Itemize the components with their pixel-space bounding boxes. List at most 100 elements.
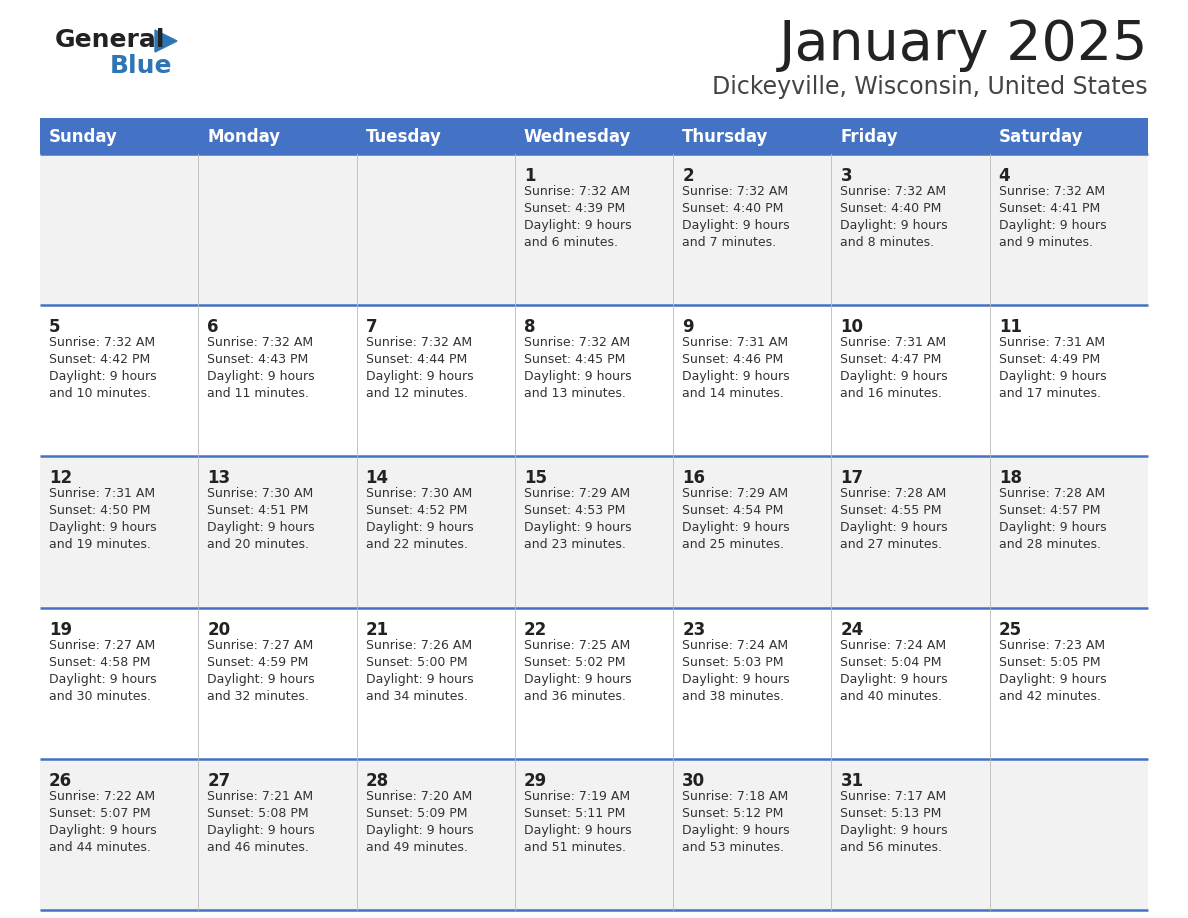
Text: 15: 15: [524, 469, 546, 487]
Text: Sunrise: 7:24 AM: Sunrise: 7:24 AM: [840, 639, 947, 652]
Text: 9: 9: [682, 319, 694, 336]
Text: 4: 4: [999, 167, 1010, 185]
Text: and 42 minutes.: and 42 minutes.: [999, 689, 1100, 702]
Text: Sunrise: 7:21 AM: Sunrise: 7:21 AM: [207, 789, 314, 803]
Bar: [514, 118, 674, 154]
Text: Sunset: 5:00 PM: Sunset: 5:00 PM: [366, 655, 467, 668]
Text: and 10 minutes.: and 10 minutes.: [49, 387, 151, 400]
Text: 31: 31: [840, 772, 864, 789]
Text: and 56 minutes.: and 56 minutes.: [840, 841, 942, 854]
Bar: [832, 118, 990, 154]
Text: and 25 minutes.: and 25 minutes.: [682, 538, 784, 552]
Text: and 6 minutes.: and 6 minutes.: [524, 236, 618, 249]
Text: Sunrise: 7:29 AM: Sunrise: 7:29 AM: [524, 487, 630, 500]
Text: 27: 27: [207, 772, 230, 789]
Text: Daylight: 9 hours: Daylight: 9 hours: [524, 219, 636, 232]
Text: Sunset: 4:59 PM: Sunset: 4:59 PM: [207, 655, 309, 668]
Text: Sunrise: 7:32 AM: Sunrise: 7:32 AM: [999, 185, 1105, 198]
Text: Daylight: 9 hours: Daylight: 9 hours: [49, 673, 160, 686]
Text: Daylight: 9 hours: Daylight: 9 hours: [999, 370, 1111, 383]
Text: 5: 5: [49, 319, 61, 336]
Text: Sunrise: 7:30 AM: Sunrise: 7:30 AM: [366, 487, 472, 500]
Text: Sunday: Sunday: [49, 128, 118, 146]
Text: Daylight: 9 hours: Daylight: 9 hours: [524, 521, 636, 534]
Bar: [198, 118, 356, 154]
Text: January 2025: January 2025: [778, 18, 1148, 72]
Text: Sunrise: 7:23 AM: Sunrise: 7:23 AM: [999, 639, 1105, 652]
Text: 13: 13: [207, 469, 230, 487]
Text: Sunrise: 7:30 AM: Sunrise: 7:30 AM: [207, 487, 314, 500]
Text: Dickeyville, Wisconsin, United States: Dickeyville, Wisconsin, United States: [713, 75, 1148, 99]
Bar: [40, 456, 1148, 608]
Text: Friday: Friday: [840, 128, 898, 146]
Text: Sunrise: 7:26 AM: Sunrise: 7:26 AM: [366, 639, 472, 652]
Text: 18: 18: [999, 469, 1022, 487]
Text: Sunset: 4:42 PM: Sunset: 4:42 PM: [49, 353, 150, 366]
Text: and 13 minutes.: and 13 minutes.: [524, 387, 626, 400]
Text: Daylight: 9 hours: Daylight: 9 hours: [999, 673, 1111, 686]
Text: and 8 minutes.: and 8 minutes.: [840, 236, 935, 249]
Text: 19: 19: [49, 621, 72, 639]
Text: Sunrise: 7:32 AM: Sunrise: 7:32 AM: [682, 185, 789, 198]
Text: Sunset: 5:02 PM: Sunset: 5:02 PM: [524, 655, 625, 668]
Text: Sunset: 4:40 PM: Sunset: 4:40 PM: [682, 202, 784, 215]
Text: Daylight: 9 hours: Daylight: 9 hours: [49, 823, 160, 837]
Bar: [40, 608, 1148, 759]
Text: 29: 29: [524, 772, 548, 789]
Text: and 11 minutes.: and 11 minutes.: [207, 387, 309, 400]
Text: 25: 25: [999, 621, 1022, 639]
Text: Daylight: 9 hours: Daylight: 9 hours: [682, 370, 794, 383]
Text: Sunset: 5:03 PM: Sunset: 5:03 PM: [682, 655, 784, 668]
Text: Sunset: 5:05 PM: Sunset: 5:05 PM: [999, 655, 1100, 668]
Text: Sunrise: 7:19 AM: Sunrise: 7:19 AM: [524, 789, 630, 803]
Text: Sunset: 4:54 PM: Sunset: 4:54 PM: [682, 504, 784, 518]
Text: Thursday: Thursday: [682, 128, 769, 146]
Text: Sunset: 4:43 PM: Sunset: 4:43 PM: [207, 353, 309, 366]
Text: 23: 23: [682, 621, 706, 639]
Text: Sunset: 4:41 PM: Sunset: 4:41 PM: [999, 202, 1100, 215]
Text: and 49 minutes.: and 49 minutes.: [366, 841, 467, 854]
Text: 21: 21: [366, 621, 388, 639]
Text: Sunrise: 7:32 AM: Sunrise: 7:32 AM: [207, 336, 314, 349]
Text: Sunrise: 7:22 AM: Sunrise: 7:22 AM: [49, 789, 156, 803]
Text: 14: 14: [366, 469, 388, 487]
Text: Daylight: 9 hours: Daylight: 9 hours: [682, 823, 794, 837]
Text: Daylight: 9 hours: Daylight: 9 hours: [49, 521, 160, 534]
Text: and 14 minutes.: and 14 minutes.: [682, 387, 784, 400]
Text: Saturday: Saturday: [999, 128, 1083, 146]
Text: and 30 minutes.: and 30 minutes.: [49, 689, 151, 702]
Text: Daylight: 9 hours: Daylight: 9 hours: [840, 673, 952, 686]
Text: Sunset: 4:53 PM: Sunset: 4:53 PM: [524, 504, 625, 518]
Text: and 40 minutes.: and 40 minutes.: [840, 689, 942, 702]
Text: Sunrise: 7:17 AM: Sunrise: 7:17 AM: [840, 789, 947, 803]
Text: Sunrise: 7:27 AM: Sunrise: 7:27 AM: [49, 639, 156, 652]
Bar: [40, 118, 198, 154]
Text: 26: 26: [49, 772, 72, 789]
Text: 10: 10: [840, 319, 864, 336]
Text: 28: 28: [366, 772, 388, 789]
Text: Sunset: 4:47 PM: Sunset: 4:47 PM: [840, 353, 942, 366]
Text: Daylight: 9 hours: Daylight: 9 hours: [524, 673, 636, 686]
Text: Sunrise: 7:31 AM: Sunrise: 7:31 AM: [999, 336, 1105, 349]
Text: Sunset: 4:44 PM: Sunset: 4:44 PM: [366, 353, 467, 366]
Text: Sunset: 4:51 PM: Sunset: 4:51 PM: [207, 504, 309, 518]
Text: Daylight: 9 hours: Daylight: 9 hours: [49, 370, 160, 383]
Text: and 9 minutes.: and 9 minutes.: [999, 236, 1093, 249]
Text: General: General: [55, 28, 165, 52]
Text: Sunrise: 7:32 AM: Sunrise: 7:32 AM: [49, 336, 156, 349]
Text: and 7 minutes.: and 7 minutes.: [682, 236, 776, 249]
Text: and 34 minutes.: and 34 minutes.: [366, 689, 467, 702]
Text: Sunset: 5:11 PM: Sunset: 5:11 PM: [524, 807, 625, 820]
Text: Sunrise: 7:32 AM: Sunrise: 7:32 AM: [524, 185, 630, 198]
Text: and 46 minutes.: and 46 minutes.: [207, 841, 309, 854]
Text: Sunset: 4:39 PM: Sunset: 4:39 PM: [524, 202, 625, 215]
Text: and 32 minutes.: and 32 minutes.: [207, 689, 309, 702]
Text: Daylight: 9 hours: Daylight: 9 hours: [366, 521, 478, 534]
Text: Daylight: 9 hours: Daylight: 9 hours: [682, 219, 794, 232]
Text: Sunset: 4:49 PM: Sunset: 4:49 PM: [999, 353, 1100, 366]
Bar: [40, 305, 1148, 456]
Text: Daylight: 9 hours: Daylight: 9 hours: [207, 370, 318, 383]
Text: Daylight: 9 hours: Daylight: 9 hours: [840, 370, 952, 383]
Text: Sunrise: 7:28 AM: Sunrise: 7:28 AM: [840, 487, 947, 500]
Text: Sunset: 5:07 PM: Sunset: 5:07 PM: [49, 807, 151, 820]
